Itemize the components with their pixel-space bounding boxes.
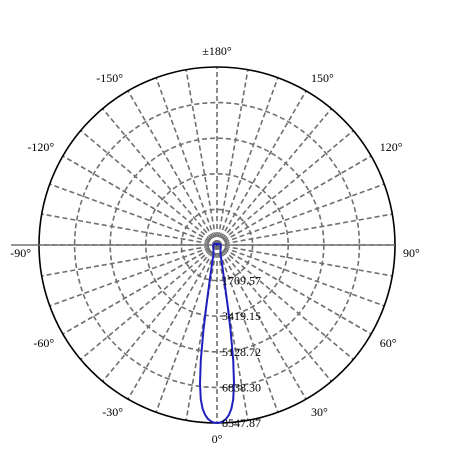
angle-tick-label: -30° bbox=[102, 405, 123, 419]
grid-spoke bbox=[155, 77, 218, 246]
radial-tick-label: 8547.87 bbox=[222, 416, 261, 430]
radial-tick-label: 5128.72 bbox=[222, 345, 261, 359]
grid-spoke bbox=[127, 244, 218, 400]
grid-spoke bbox=[41, 244, 218, 277]
grid-spoke bbox=[101, 108, 218, 246]
angle-tick-label: 90° bbox=[403, 246, 420, 260]
angle-tick-label: -150° bbox=[96, 71, 123, 85]
grid-spoke bbox=[216, 244, 249, 421]
grid-spoke bbox=[101, 244, 218, 382]
grid-spoke bbox=[216, 129, 354, 246]
grid-spoke bbox=[216, 213, 393, 246]
grid-spoke bbox=[80, 244, 218, 361]
angle-tick-label: 120° bbox=[380, 140, 403, 154]
angle-tick-label: 30° bbox=[311, 405, 328, 419]
angle-tick-label: -120° bbox=[27, 140, 54, 154]
grid-spoke bbox=[127, 90, 218, 246]
grid-spoke bbox=[185, 69, 218, 246]
grid-spoke bbox=[216, 244, 333, 382]
intensity-curve bbox=[199, 242, 235, 424]
angle-tick-label: -60° bbox=[33, 336, 54, 350]
angle-tick-label: 150° bbox=[311, 71, 334, 85]
angle-tick-label: 0° bbox=[212, 432, 223, 446]
radial-tick-label: 1709.57 bbox=[222, 274, 261, 288]
series-layer bbox=[199, 242, 235, 424]
grid-spoke bbox=[49, 183, 218, 246]
grid-spoke bbox=[216, 77, 279, 246]
angle-tick-label: -90° bbox=[10, 246, 31, 260]
grid-spoke bbox=[62, 155, 218, 246]
grid-spoke bbox=[155, 244, 218, 413]
grid-spoke bbox=[216, 155, 372, 246]
polar-grid bbox=[11, 66, 396, 424]
angle-tick-label: ±180° bbox=[202, 44, 232, 58]
grid-spoke bbox=[216, 244, 354, 361]
grid-spoke bbox=[49, 244, 218, 307]
grid-spoke bbox=[216, 244, 279, 413]
radial-tick-label: 3419.15 bbox=[222, 309, 261, 323]
grid-spoke bbox=[216, 244, 385, 307]
grid-spoke bbox=[216, 90, 307, 246]
grid-spoke bbox=[216, 244, 393, 277]
grid-spoke bbox=[216, 244, 307, 400]
grid-spoke bbox=[41, 213, 218, 246]
grid-spoke bbox=[80, 129, 218, 246]
grid-spoke bbox=[185, 244, 218, 421]
grid-spoke bbox=[216, 108, 333, 246]
grid-spoke bbox=[216, 244, 372, 335]
grid-spoke bbox=[216, 183, 385, 246]
label-layer: 0° 30° 60° 90° 120° 150° ±180° -150° -120° -90° -6… bbox=[10, 44, 420, 446]
grid-spoke bbox=[62, 244, 218, 335]
radial-tick-label: 6838.30 bbox=[222, 380, 261, 394]
grid-spoke bbox=[216, 69, 249, 246]
angle-tick-label: 60° bbox=[380, 336, 397, 350]
